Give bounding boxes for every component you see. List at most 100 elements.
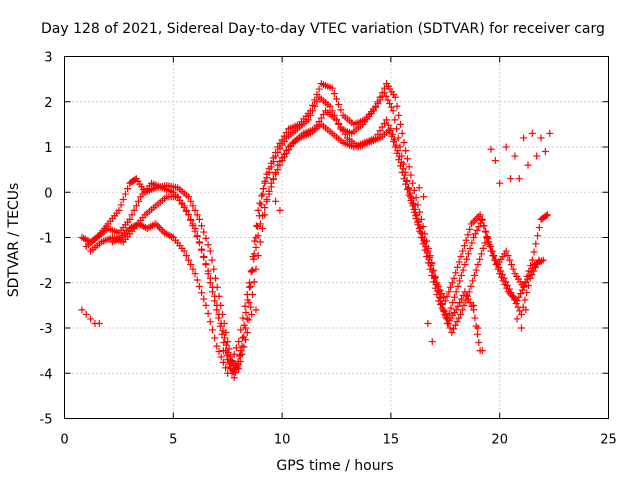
data-point-interp: [429, 268, 437, 276]
data-point-interp: [376, 127, 384, 135]
data-point-interp: [211, 334, 219, 342]
data-point-interp: [187, 197, 195, 205]
data-point-interp: [457, 272, 465, 280]
y-tick-label: -4: [40, 367, 53, 382]
data-point-interp: [427, 262, 435, 270]
data-point-interp: [204, 241, 212, 249]
data-point-interp: [453, 263, 461, 271]
data-point-interp: [460, 242, 468, 250]
data-point-interp: [221, 334, 229, 342]
data-point-interp: [473, 214, 481, 222]
data-point-interp: [356, 122, 364, 130]
data-point-interp: [193, 211, 201, 219]
data-point-interp: [402, 147, 410, 155]
data-point-interp: [204, 310, 212, 318]
data-point: [185, 211, 193, 219]
data-point: [243, 315, 251, 323]
data-point: [383, 116, 391, 124]
series-fragments: [78, 129, 554, 364]
data-point: [276, 206, 284, 214]
data-point-interp: [232, 344, 240, 352]
data-point-interp: [420, 236, 428, 244]
data-point: [252, 306, 260, 314]
data-point-interp: [463, 292, 471, 300]
data-point-interp: [206, 318, 214, 326]
data-point-interp: [124, 185, 132, 193]
data-point-interp: [531, 263, 539, 271]
data-point: [195, 215, 203, 223]
data-point-interp: [448, 279, 456, 287]
data-point-interp: [523, 289, 531, 297]
data-point-interp: [291, 127, 299, 135]
data-point: [409, 179, 417, 187]
data-point-interp: [254, 232, 262, 240]
data-point-interp: [139, 214, 147, 222]
data-point: [267, 179, 275, 187]
data-point-interp: [447, 283, 455, 291]
data-point-interp: [219, 327, 227, 335]
data-point: [224, 369, 232, 377]
data-point: [404, 184, 412, 192]
data-point-interp: [457, 295, 465, 303]
data-point-interp: [256, 199, 264, 207]
data-point: [422, 243, 430, 251]
data-point: [500, 274, 508, 282]
data-point: [528, 129, 536, 137]
data-point-interp: [384, 96, 392, 104]
data-point-interp: [222, 364, 230, 372]
data-point-interp: [493, 260, 501, 268]
data-point-interp: [455, 258, 463, 266]
data-point-interp: [124, 218, 132, 226]
data-point-interp: [524, 281, 532, 289]
series-track-b: [82, 89, 552, 377]
data-point-interp: [462, 297, 470, 305]
data-point-interp: [178, 244, 186, 252]
data-point-interp: [444, 319, 452, 327]
data-point: [487, 145, 495, 153]
data-point-interp: [385, 127, 393, 135]
data-point-interp: [180, 204, 188, 212]
data-point-interp: [330, 90, 338, 98]
data-point-interp: [407, 171, 415, 179]
data-point-interp: [533, 260, 541, 268]
data-point-interp: [443, 292, 451, 300]
data-point-interp: [510, 296, 518, 304]
data-point-interp: [333, 95, 340, 103]
data-point-interp: [390, 91, 398, 99]
data-point-interp: [200, 228, 208, 236]
data-point: [415, 184, 423, 192]
data-point-interp: [238, 342, 246, 350]
data-point-interp: [335, 100, 343, 108]
data-points: [78, 80, 554, 382]
data-point-interp: [434, 287, 442, 295]
data-point-interp: [280, 153, 288, 161]
data-point-interp: [528, 271, 536, 279]
data-point: [254, 206, 262, 214]
data-point-interp: [459, 266, 467, 274]
data-point-interp: [458, 306, 466, 314]
data-point-interp: [326, 83, 334, 91]
data-point-interp: [121, 190, 129, 198]
data-point-interp: [243, 291, 251, 299]
data-point-interp: [176, 196, 184, 204]
data-point-interp: [481, 239, 489, 247]
data-point-interp: [518, 286, 526, 294]
data-point: [413, 211, 421, 219]
data-point: [278, 157, 286, 165]
data-point-interp: [208, 326, 216, 334]
x-tick-label: 25: [600, 433, 617, 448]
data-point-interp: [306, 111, 314, 119]
data-point-interp: [278, 141, 286, 149]
data-point: [439, 306, 447, 314]
data-point-interp: [254, 252, 262, 260]
data-point-interp: [171, 193, 179, 201]
data-point-interp: [191, 206, 199, 214]
data-point-interp: [208, 283, 216, 291]
data-point-interp: [416, 224, 424, 232]
x-tick-label: 5: [169, 433, 177, 448]
x-axis-ticks: 0 5 10 15 20 25: [60, 56, 617, 448]
data-point-interp: [389, 130, 397, 138]
data-point-interp: [415, 217, 423, 225]
data-point-interp: [395, 111, 403, 119]
data-point-interp: [313, 98, 321, 106]
